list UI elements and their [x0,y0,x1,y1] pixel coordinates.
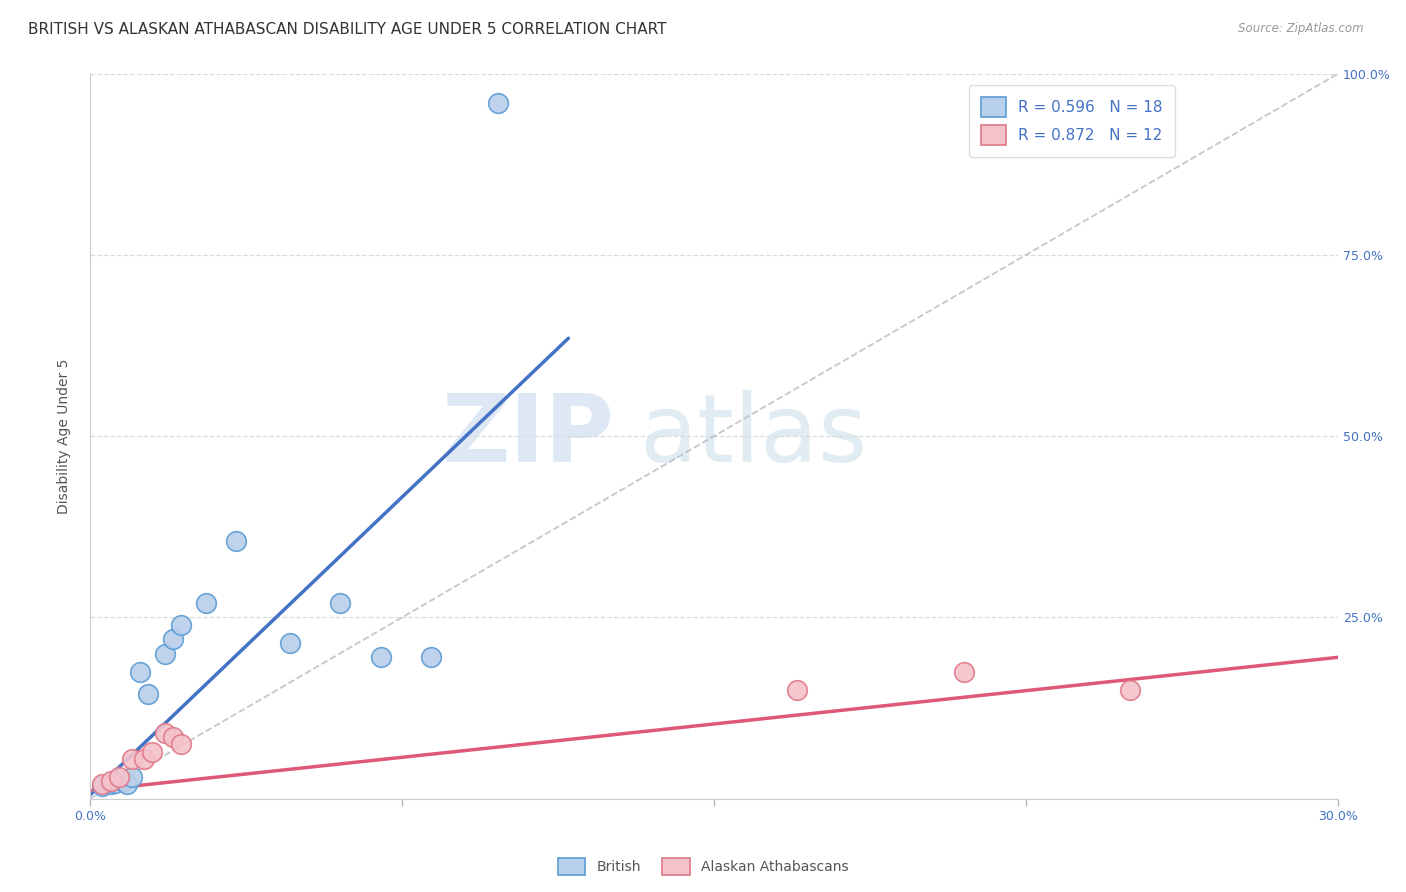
Point [117,777,139,791]
Point [153,726,176,740]
Point [141,745,163,759]
Point [128,665,150,679]
Point [121,770,143,784]
Point [225,534,247,549]
Point [786,682,808,697]
Point [100,777,122,791]
Point [370,650,392,665]
Point [112,773,135,788]
Point [278,636,301,650]
Text: ZIP: ZIP [441,390,614,482]
Point [329,596,352,610]
Point [104,775,127,789]
Point [91,777,114,791]
Point [153,647,176,661]
Point [1119,682,1142,697]
Point [170,737,193,751]
Point [162,632,184,647]
Point [486,95,509,110]
Text: atlas: atlas [640,390,868,482]
Point [108,770,131,784]
Point [952,665,974,679]
Point [162,730,184,744]
Point [136,686,159,700]
Point [170,617,193,632]
Point [100,773,122,788]
Text: Source: ZipAtlas.com: Source: ZipAtlas.com [1239,22,1364,36]
Point [420,650,443,665]
Point [121,752,143,766]
Point [132,752,155,766]
Point [195,596,218,610]
Text: BRITISH VS ALASKAN ATHABASCAN DISABILITY AGE UNDER 5 CORRELATION CHART: BRITISH VS ALASKAN ATHABASCAN DISABILITY… [28,22,666,37]
Legend: R = 0.596   N = 18, R = 0.872   N = 12: R = 0.596 N = 18, R = 0.872 N = 12 [969,85,1174,157]
Point [91,779,114,793]
Legend: British, Alaskan Athabascans: British, Alaskan Athabascans [553,853,853,880]
Y-axis label: Disability Age Under 5: Disability Age Under 5 [58,359,72,514]
